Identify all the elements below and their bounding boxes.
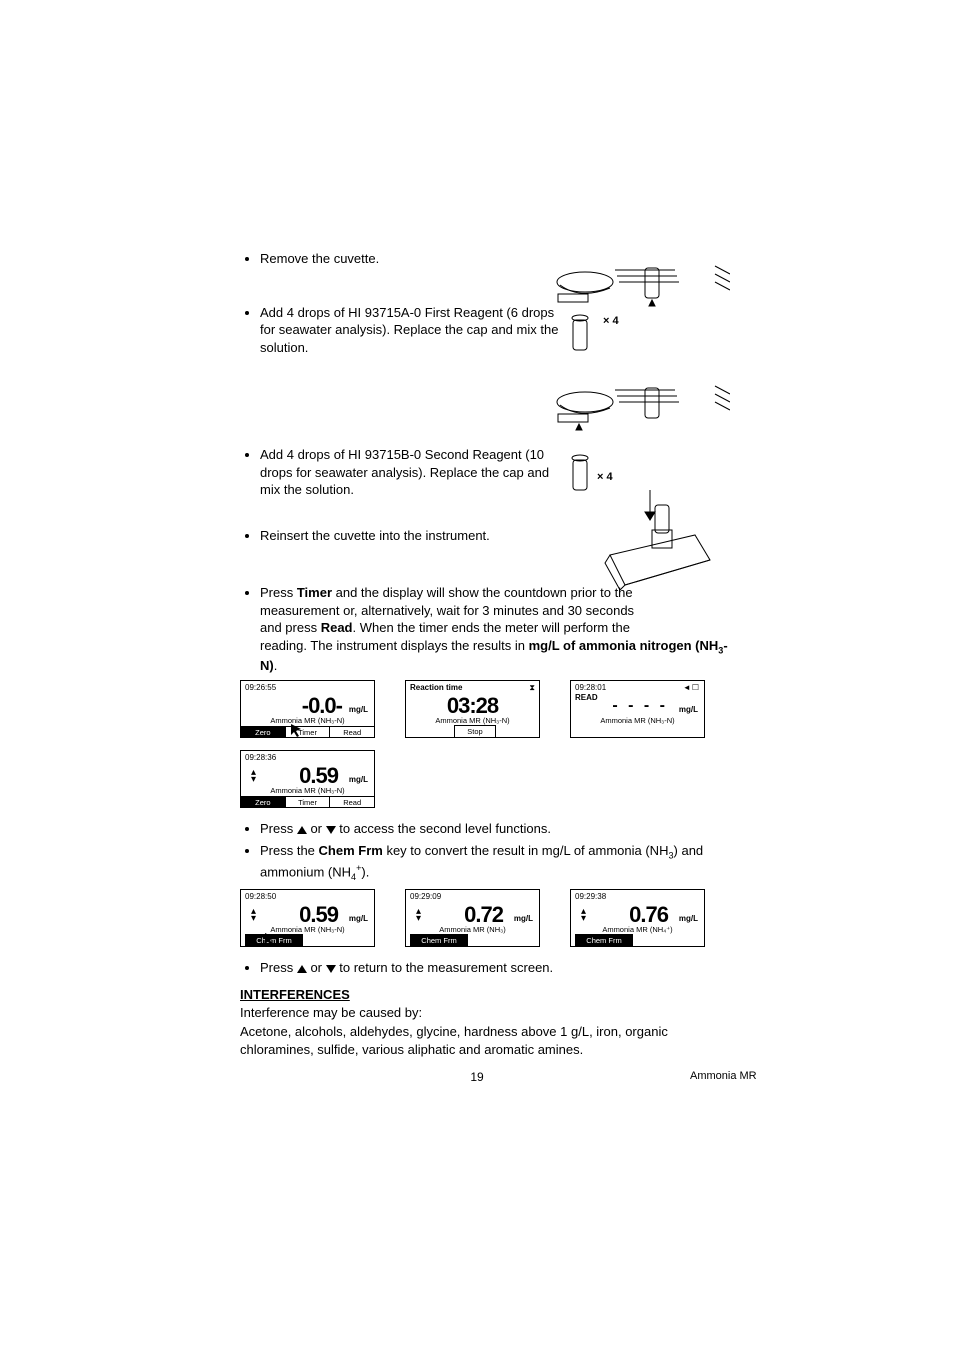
page-number: 19	[0, 1070, 954, 1084]
bullet-first-reagent: Add 4 drops of HI 93715A-0 First Reagent…	[260, 304, 560, 357]
btn-chemfrm[interactable]: Chem Frm	[410, 934, 468, 946]
down-arrow-icon	[326, 965, 336, 973]
lcd-screen-reaction: Reaction time ⧗ 03:28 Ammonia MR (NH₃-N)…	[405, 680, 540, 738]
footer-section: Ammonia MR	[690, 1070, 757, 1082]
lcd-screen-chem3: 09:29:38 ▴▾ 0.76 mg/L Ammonia MR (NH₄⁺) …	[570, 889, 705, 947]
lamp-cuvette-icon: ◄☐	[683, 683, 700, 692]
interferences-heading: INTERFERENCES	[240, 987, 730, 1002]
cursor-icon	[263, 932, 283, 946]
updown-icon: ▴▾	[251, 769, 256, 783]
dashes: - - - -	[612, 697, 668, 715]
interferences-intro: Interference may be caused by:	[240, 1004, 730, 1022]
lcd-screen-chem2: 09:29:09 ▴▾ 0.72 mg/L Ammonia MR (NH₃) C…	[405, 889, 540, 947]
bullet-second-reagent: Add 4 drops of HI 93715B-0 Second Reagen…	[260, 446, 560, 499]
bullet-arrows-return: Press or to return to the measurement sc…	[260, 959, 740, 977]
bullet-remove-cuvette: Remove the cuvette.	[260, 250, 560, 268]
updown-icon: ▴▾	[416, 908, 421, 922]
bullet-chemfrm: Press the Chem Frm key to convert the re…	[260, 842, 740, 883]
btn-zero[interactable]: Zero	[241, 726, 285, 737]
btn-read[interactable]: Read	[329, 796, 374, 807]
down-arrow-icon	[326, 826, 336, 834]
hourglass-icon: ⧗	[529, 683, 535, 693]
btn-chemfrm[interactable]: Chem Frm	[575, 934, 633, 946]
cursor-icon	[289, 723, 309, 737]
bullet-reinsert: Reinsert the cuvette into the instrument…	[260, 527, 560, 545]
btn-read[interactable]: Read	[329, 726, 374, 737]
lcd-screen-zero: 09:26:55 -0.0- mg/L Ammonia MR (NH₃-N) Z…	[240, 680, 375, 738]
bullet-text: . When the timer ends the meter will per…	[353, 620, 630, 635]
btn-stop[interactable]: Stop	[454, 725, 496, 737]
updown-icon: ▴▾	[251, 908, 256, 922]
btn-timer[interactable]: Timer	[285, 796, 330, 807]
btn-zero[interactable]: Zero	[241, 796, 285, 807]
up-arrow-icon	[297, 826, 307, 834]
interferences-list: Acetone, alcohols, aldehydes, glycine, h…	[240, 1023, 730, 1058]
bullet-arrows-access: Press or to access the second level func…	[260, 820, 740, 838]
bullet-press-timer: Press Timer and the display will show th…	[260, 584, 640, 637]
lcd-screen-read: 09:28:01 ◄☐ READ - - - - mg/L Ammonia MR…	[570, 680, 705, 738]
bullet-press-timer-cont: reading. The instrument displays the res…	[260, 637, 740, 674]
updown-icon: ▴▾	[581, 908, 586, 922]
up-arrow-icon	[297, 965, 307, 973]
lcd-screen-result: 09:28:36 ▴▾ 0.59 mg/L Ammonia MR (NH₃-N)…	[240, 750, 375, 808]
lcd-screen-chem1: 09:28:50 ▴▾ 0.59 mg/L Ammonia MR (NH₃-N)…	[240, 889, 375, 947]
